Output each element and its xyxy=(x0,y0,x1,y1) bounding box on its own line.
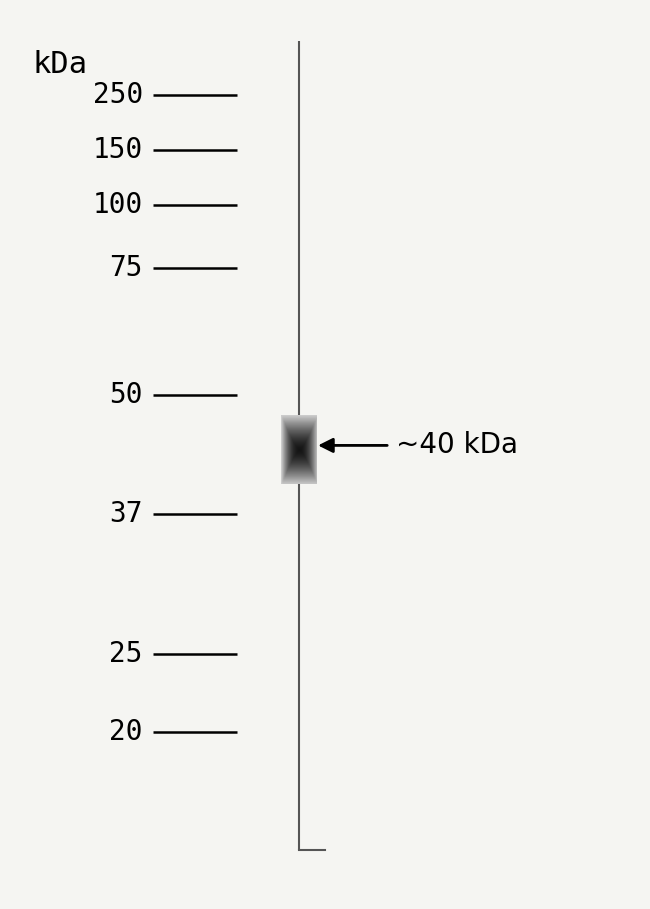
Text: kDa: kDa xyxy=(32,50,88,79)
Text: 150: 150 xyxy=(93,136,143,164)
Text: 20: 20 xyxy=(109,718,143,745)
Text: 25: 25 xyxy=(109,641,143,668)
Text: 37: 37 xyxy=(109,500,143,527)
Text: ~40 kDa: ~40 kDa xyxy=(396,432,519,459)
Text: 100: 100 xyxy=(93,191,143,218)
Text: 50: 50 xyxy=(109,382,143,409)
Text: 75: 75 xyxy=(109,255,143,282)
Text: 250: 250 xyxy=(93,82,143,109)
